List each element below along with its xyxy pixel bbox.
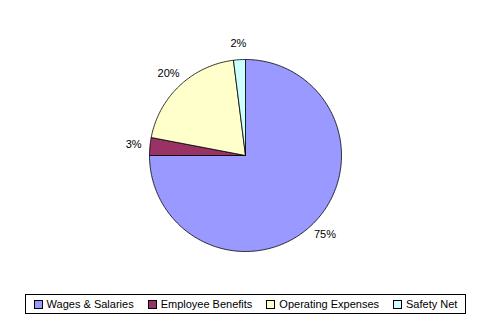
svg-text:3%: 3% [126,138,142,150]
svg-text:20%: 20% [158,67,180,79]
svg-text:75%: 75% [314,228,336,240]
html-text:Wages & Salaries: Wages & Salaries [46,298,134,310]
html-text:Operating Expenses: Operating Expenses [279,298,379,310]
html-text:Employee Benefits: Employee Benefits [160,298,253,310]
html-text:Safety Net: Safety Net [406,298,458,310]
svg-text:2%: 2% [230,37,246,49]
